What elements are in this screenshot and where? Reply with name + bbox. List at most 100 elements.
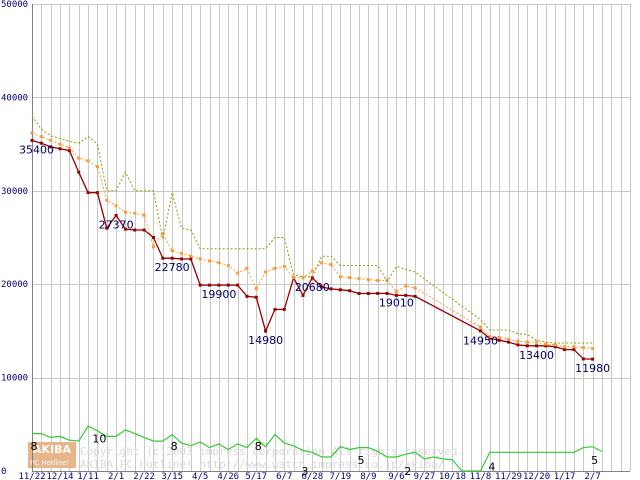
y-axis-ticks: 0 10000 20000 30000 40000 50000 (1, 0, 28, 477)
point-avg (329, 263, 333, 267)
point-avg (114, 204, 118, 208)
point-min (376, 291, 380, 295)
x-tick-label: 8/9 (360, 472, 376, 480)
point-min (310, 276, 314, 280)
point-min (535, 344, 539, 348)
akiba-logo-box (28, 442, 76, 468)
point-avg (105, 198, 109, 202)
point-avg (320, 261, 324, 265)
point-min (123, 227, 127, 231)
point-min (385, 291, 389, 295)
price-data-label: 11980 (575, 362, 610, 375)
y-tick-label: 30000 (1, 187, 28, 197)
point-avg (58, 142, 62, 146)
point-min (525, 344, 529, 348)
x-tick-label: 10/18 (439, 472, 466, 480)
x-tick-label: 12/14 (46, 472, 73, 480)
point-min (49, 145, 53, 149)
data-labels: 35400 27370 22780 19900 14980 20680 19010 14950… (19, 143, 610, 478)
price-data-label: 19010 (379, 296, 414, 309)
point-avg (338, 275, 342, 279)
point-min (394, 293, 398, 297)
point-min (348, 289, 352, 293)
point-avg (301, 276, 305, 280)
point-min (479, 329, 482, 333)
point-avg (49, 138, 53, 142)
point-avg (348, 276, 352, 280)
shop-count-label: 4 (488, 460, 495, 473)
point-avg (553, 343, 557, 347)
point-min (114, 213, 118, 217)
x-tick-label: 7/19 (330, 472, 352, 480)
x-tick-label: 12/20 (523, 472, 550, 480)
x-tick-label: 1/17 (554, 472, 576, 480)
point-avg (30, 131, 34, 135)
point-min (151, 236, 155, 239)
x-tick-label: 11/29 (495, 472, 522, 480)
point-avg (198, 257, 202, 261)
point-avg (189, 254, 193, 258)
x-tick-label: 6/7 (276, 472, 292, 480)
point-min (161, 256, 165, 260)
point-avg (67, 146, 71, 150)
shop-count-label: 3 (301, 465, 308, 478)
x-tick-label: 5/17 (245, 472, 267, 480)
point-min (264, 329, 268, 333)
shop-count-label: 8 (255, 440, 262, 453)
point-min (67, 149, 71, 153)
point-avg (180, 251, 183, 255)
y-tick-label: 40000 (1, 93, 28, 103)
point-min (357, 292, 361, 296)
point-avg (39, 135, 43, 139)
point-avg (95, 165, 99, 169)
x-tick-label: 2/7 (584, 472, 600, 480)
price-data-label: 19900 (201, 288, 236, 301)
point-min (329, 287, 333, 291)
point-min (563, 348, 567, 352)
point-avg (376, 278, 380, 282)
price-data-label: 22780 (155, 261, 190, 274)
point-avg (357, 277, 361, 281)
point-avg (208, 259, 212, 263)
price-data-label: 27370 (99, 218, 134, 231)
point-min (254, 295, 258, 299)
point-avg (236, 271, 240, 275)
shop-count-label: 8 (31, 440, 38, 453)
grid-lines (32, 4, 631, 472)
point-min (572, 348, 576, 352)
point-avg (366, 278, 370, 282)
point-avg (516, 339, 520, 343)
point-avg (591, 347, 595, 351)
price-data-label: 20680 (295, 281, 330, 294)
point-min (516, 343, 520, 347)
shop-count-label: 8 (171, 440, 178, 453)
point-min (591, 357, 595, 361)
x-axis-ticks: 11/22 12/14 1/11 2/1 2/22 3/15 4/5 4/26 5/17 6/7 6… (18, 472, 600, 480)
point-min (180, 257, 183, 261)
point-avg (77, 156, 81, 160)
point-avg (264, 270, 268, 274)
x-tick-label: 9/6 (388, 472, 404, 480)
point-min (95, 191, 99, 195)
x-tick-label: 11/22 (18, 472, 45, 480)
point-min (301, 293, 305, 297)
y-tick-label: 20000 (1, 280, 28, 290)
point-min (133, 228, 137, 232)
point-avg (544, 342, 548, 346)
point-avg (151, 245, 155, 249)
shop-count-label: 5 (591, 454, 598, 467)
site-url-line: AKIBA PC Hotline! http://www.watch.impre… (80, 458, 444, 471)
point-avg (572, 345, 576, 349)
point-min (581, 357, 585, 361)
x-tick-label: 6/28 (301, 472, 323, 480)
y-tick-label: 0 (1, 467, 6, 477)
point-min (544, 344, 548, 348)
point-avg (142, 213, 146, 217)
point-avg (581, 346, 585, 350)
point-avg (273, 266, 277, 270)
point-min (142, 228, 146, 232)
point-min (105, 226, 109, 230)
point-min (39, 141, 43, 145)
point-min (273, 307, 277, 311)
